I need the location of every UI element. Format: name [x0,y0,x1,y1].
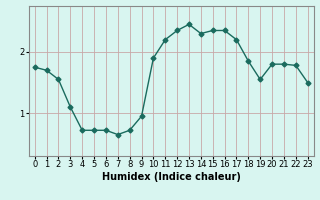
X-axis label: Humidex (Indice chaleur): Humidex (Indice chaleur) [102,172,241,182]
